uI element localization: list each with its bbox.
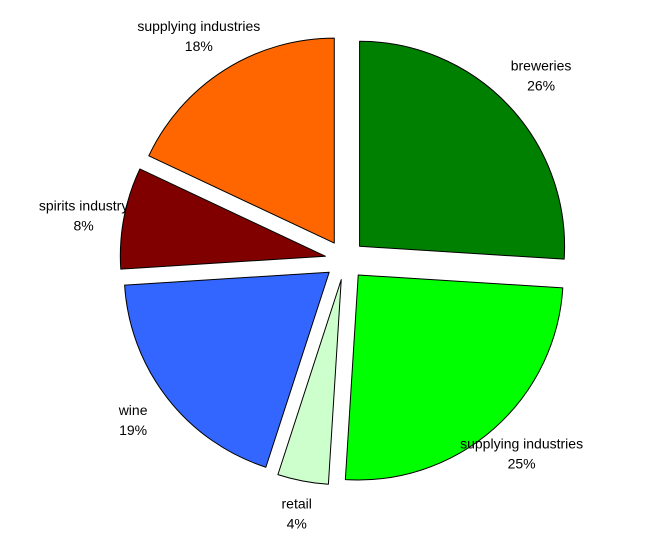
pie-label-supplying-industries-1: supplying industries 25% xyxy=(460,436,583,472)
pie-label-name: wine xyxy=(118,402,148,418)
pie-label-value: 8% xyxy=(73,218,93,234)
pie-slice-spirits-industry-4 xyxy=(119,168,326,270)
pie-label-supplying-industries-5: supplying industries 18% xyxy=(137,18,260,54)
pie-labels: breweries 26% supplying industries 25% retai… xyxy=(39,18,583,531)
pie-slice-supplying-industries-5 xyxy=(148,37,335,244)
pie-slice-wine-3 xyxy=(124,271,330,468)
pie-slices xyxy=(119,37,566,485)
pie-label-value: 18% xyxy=(185,38,213,54)
pie-label-name: supplying industries xyxy=(460,436,583,452)
pie-label-name: retail xyxy=(282,495,312,511)
pie-label-value: 26% xyxy=(527,77,555,93)
pie-label-value: 25% xyxy=(508,456,536,472)
pie-slice-retail-2 xyxy=(277,279,342,485)
pie-label-name: supplying industries xyxy=(137,18,260,34)
pie-slice-breweries-0 xyxy=(359,40,566,260)
pie-label-value: 4% xyxy=(287,515,307,531)
pie-label-name: spirits industry xyxy=(39,198,128,214)
pie-label-name: breweries xyxy=(511,57,572,73)
pie-label-retail-2: retail 4% xyxy=(282,495,312,531)
pie-label-breweries-0: breweries 26% xyxy=(511,57,572,93)
pie-label-wine-3: wine 19% xyxy=(118,402,148,438)
pie-label-spirits-industry-4: spirits industry 8% xyxy=(39,198,128,234)
pie-slice-supplying-industries-1 xyxy=(344,274,564,481)
pie-label-value: 19% xyxy=(119,422,147,438)
